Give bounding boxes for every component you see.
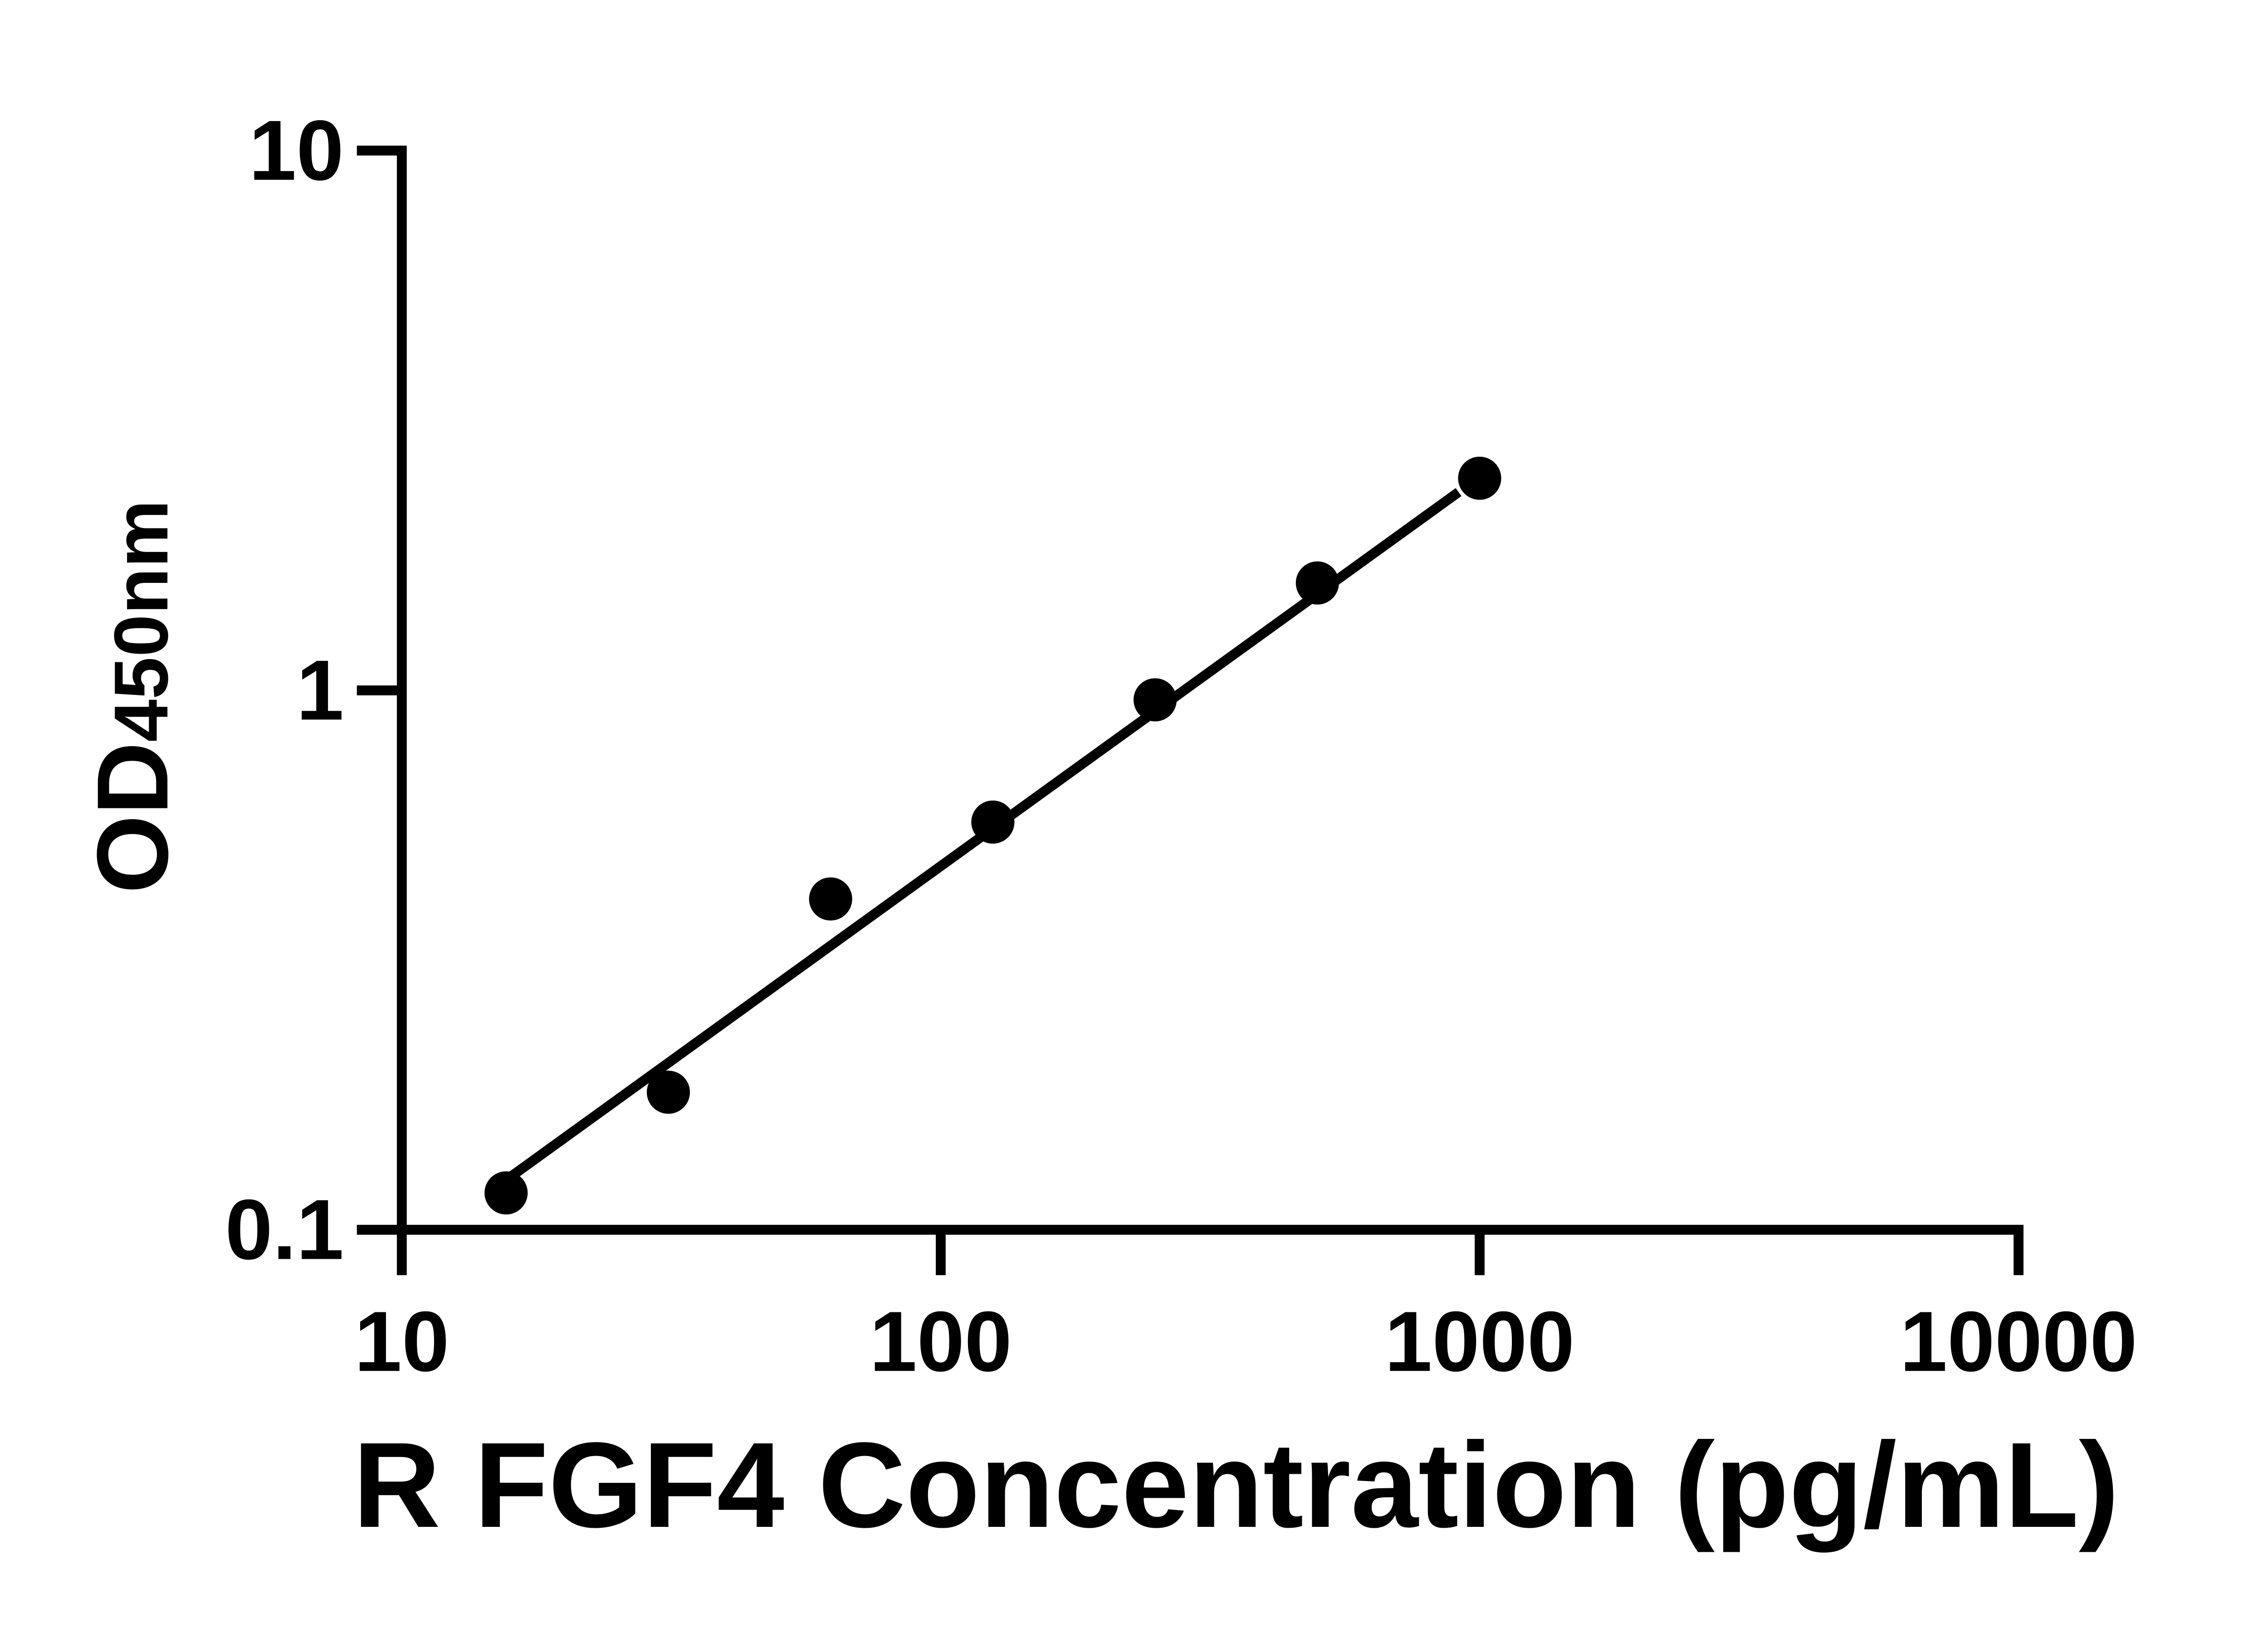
x-tick (396, 1230, 407, 1276)
x-tick-label: 100 (869, 1294, 1012, 1389)
y-axis-title: OD450nm (76, 499, 192, 894)
x-tick (2014, 1230, 2024, 1276)
x-tick-label: 10 (354, 1294, 450, 1389)
data-point (484, 1171, 528, 1215)
y-axis-title-main: OD (75, 742, 189, 894)
y-tick (357, 1225, 402, 1235)
data-point (1458, 456, 1501, 500)
x-tick-label: 1000 (1384, 1294, 1575, 1389)
x-axis-line (396, 1225, 2024, 1235)
x-axis-title: R FGF4 Concentration (pg/mL) (352, 1418, 2119, 1553)
y-tick-label: 0.1 (225, 1182, 344, 1278)
y-axis-line (396, 146, 407, 1235)
y-tick (357, 146, 402, 156)
y-tick-label: 1 (296, 642, 344, 738)
y-axis-title-subscript: 450nm (98, 499, 184, 742)
x-tick (936, 1230, 946, 1276)
data-point (809, 877, 852, 921)
x-tick-label: 10000 (1900, 1294, 2137, 1389)
x-tick (1475, 1230, 1485, 1276)
y-tick (357, 685, 402, 695)
y-tick-label: 10 (249, 103, 344, 198)
trend-line (508, 488, 1461, 1180)
